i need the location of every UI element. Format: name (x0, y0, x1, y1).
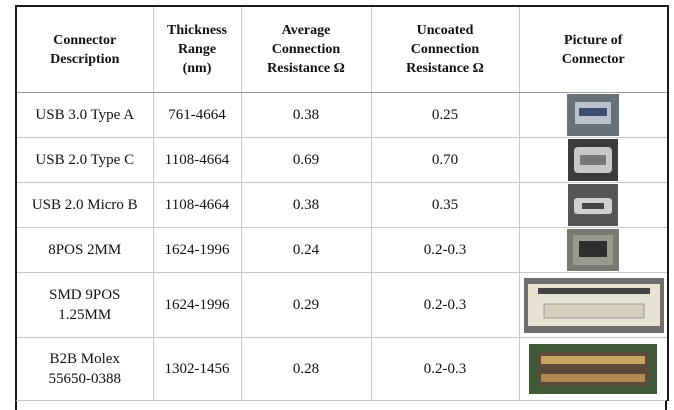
connector-picture (529, 344, 657, 394)
picture-cell (519, 273, 668, 338)
row: 8POS 2MM 1624-1996 0.24 0.2-0.3 (16, 228, 668, 273)
header-text: Description (21, 50, 149, 69)
header-text: Picture of (524, 31, 664, 50)
cell: USB 3.0 Type A (16, 93, 153, 138)
header-text: Average (246, 21, 367, 40)
description: 8POS 2MM (21, 240, 149, 260)
description: B2B Molex (21, 349, 149, 369)
connector-picture (524, 278, 664, 333)
row: USB 2.0 Micro B 1108-4664 0.38 0.35 (16, 183, 668, 228)
page: {"table": { "header": [["Connector", "De… (0, 0, 674, 408)
row: USB 3.0 Type A 761-4664 0.38 0.25 (16, 93, 668, 138)
cell: USB 2.0 Micro B (16, 183, 153, 228)
cell: 1302-1456 (153, 338, 241, 401)
header-text: Thickness (158, 21, 237, 40)
cell: 1108-4664 (153, 183, 241, 228)
picture-cell (519, 228, 668, 273)
connector-picture (568, 139, 618, 181)
cell: 0.29 (241, 273, 371, 338)
description: USB 2.0 Type C (21, 150, 149, 170)
next-row (15, 400, 667, 410)
header-text: Resistance Ω (376, 59, 515, 78)
header-text: Connector (21, 31, 149, 50)
cell: 0.25 (371, 93, 519, 138)
cell: 0.38 (241, 93, 371, 138)
connector-picture (567, 94, 619, 136)
cell: 1624-1996 (153, 228, 241, 273)
cell: 0.69 (241, 138, 371, 183)
description: 55650-0388 (21, 369, 149, 389)
picture-cell (519, 338, 668, 401)
header-text: Connection (246, 40, 367, 59)
header-text: Resistance Ω (246, 59, 367, 78)
cell: 0.2-0.3 (371, 338, 519, 401)
connector-picture (568, 184, 618, 226)
picture-cell (519, 93, 668, 138)
header-text: Range (158, 40, 237, 59)
cell: 0.28 (241, 338, 371, 401)
description: 1.25MM (21, 305, 149, 325)
cell: 1108-4664 (153, 138, 241, 183)
row: USB 2.0 Type C 1108-4664 0.69 0.70 (16, 138, 668, 183)
cell: 1624-1996 (153, 273, 241, 338)
cell: USB 2.0 Type C (16, 138, 153, 183)
connector-picture (567, 229, 619, 271)
cell: 0.2-0.3 (371, 273, 519, 338)
cell: 761-4664 (153, 93, 241, 138)
description: USB 3.0 Type A (21, 105, 149, 125)
header-text: Uncoated (376, 21, 515, 40)
header-text: Connection (376, 40, 515, 59)
picture-cell (519, 138, 668, 183)
cell: 0.24 (241, 228, 371, 273)
description: SMD 9POS (21, 285, 149, 305)
cell: 0.70 (371, 138, 519, 183)
header-text: (nm) (158, 59, 237, 78)
cell: 0.35 (371, 183, 519, 228)
cell: 0.2-0.3 (371, 228, 519, 273)
header-text: Connector (524, 50, 664, 69)
picture-cell (519, 183, 668, 228)
cell: 0.38 (241, 183, 371, 228)
description: USB 2.0 Micro B (21, 195, 149, 215)
cell: 8POS 2MM (16, 228, 153, 273)
